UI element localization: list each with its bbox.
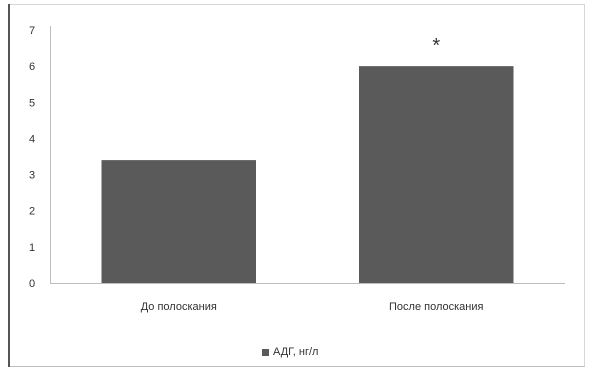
bar-1 [101, 160, 256, 283]
y-tick-label-3: 3 [29, 170, 35, 182]
y-tick-label-7: 7 [29, 25, 35, 37]
x-axis-labels: До полоскания После полоскания [141, 301, 484, 313]
significance-marker: * [432, 35, 440, 57]
legend-swatch [262, 348, 269, 356]
bar-annotations: * [432, 35, 440, 57]
legend-label: АДГ, нг/л [273, 346, 319, 358]
legend: АДГ, нг/л [262, 344, 318, 360]
bars [101, 66, 514, 284]
y-tick-label-2: 2 [29, 206, 35, 218]
y-tick-label-6: 6 [29, 61, 35, 73]
y-tick-label-4: 4 [29, 133, 35, 145]
chart-left-edge [8, 4, 10, 367]
x-category-label-2: После полоскания [389, 301, 483, 313]
y-axis-ticks: 0 1 2 3 4 5 6 7 [29, 25, 35, 290]
y-tick-label-1: 1 [29, 242, 35, 254]
bar-2 [359, 66, 514, 284]
y-tick-label-0: 0 [29, 278, 35, 290]
x-category-label-1: До полоскания [141, 301, 217, 313]
y-tick-label-5: 5 [29, 97, 35, 109]
